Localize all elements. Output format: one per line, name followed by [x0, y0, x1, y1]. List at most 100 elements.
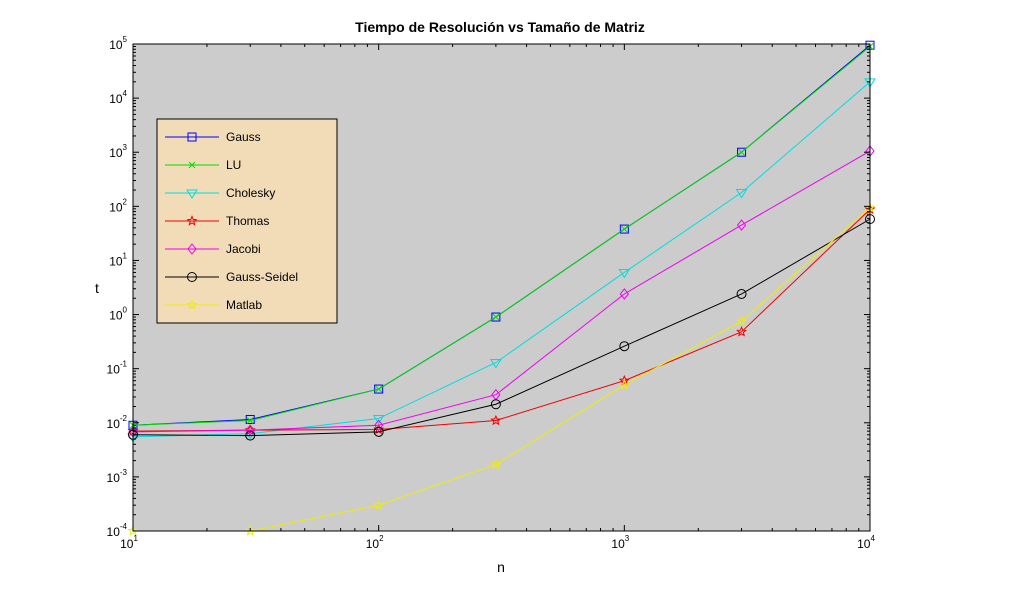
data-point	[620, 225, 628, 233]
tick-base: 10	[120, 537, 134, 551]
legend-marker	[186, 189, 198, 199]
x-axis-label: n	[497, 559, 505, 575]
y-tick-label: 103	[109, 143, 127, 160]
legend-label: Gauss-Seidel	[226, 270, 298, 284]
data-point	[735, 189, 748, 199]
data-point	[736, 219, 747, 231]
tick-base: 10	[857, 537, 871, 551]
data-point	[127, 525, 139, 536]
legend-marker	[186, 299, 198, 310]
legend-label: Jacobi	[226, 242, 261, 256]
y-axis-label: t	[95, 280, 99, 296]
tick-base: 10	[109, 254, 123, 268]
y-tick-label: 104	[109, 89, 127, 106]
tick-base: 10	[366, 537, 380, 551]
x-tick-label: 102	[366, 534, 384, 551]
tick-exponent: 2	[123, 197, 128, 206]
data-point	[245, 430, 256, 441]
series-layer	[127, 40, 876, 536]
tick-base: 10	[109, 92, 123, 106]
data-point	[737, 147, 747, 157]
y-tick-label: 100	[109, 306, 127, 323]
tick-exponent: 1	[123, 251, 128, 260]
y-tick-label: 101	[109, 251, 127, 268]
x-tick-label: 101	[120, 534, 138, 551]
legend-marker	[187, 272, 197, 282]
series-line	[132, 150, 871, 433]
legend-marker	[186, 215, 198, 226]
data-point	[736, 288, 747, 299]
data-point	[489, 359, 502, 369]
tick-exponent: 4	[123, 89, 128, 98]
legend-entry: LU	[165, 158, 241, 172]
data-point	[244, 525, 256, 536]
data-point	[736, 325, 748, 337]
data-point	[491, 312, 501, 322]
data-point	[490, 414, 502, 426]
tick-layer: 101 102 103 10410-410-310-210-1100101102103…	[107, 35, 876, 551]
tick-exponent: 3	[123, 143, 128, 152]
series-gauss-seidel	[128, 214, 875, 441]
data-point	[490, 399, 501, 410]
tick-base: 10	[107, 363, 121, 377]
data-point	[736, 315, 748, 327]
tick-exponent: 1	[133, 534, 138, 543]
tick-base: 10	[107, 417, 121, 431]
legend-entry: Gauss-Seidel	[165, 270, 298, 284]
legend-marker	[188, 161, 196, 169]
tick-exponent: 4	[870, 534, 875, 543]
series-lu	[129, 43, 874, 429]
legend-label: Matlab	[226, 298, 262, 312]
tick-exponent: -1	[120, 360, 128, 369]
data-point	[618, 268, 631, 279]
legend-label: LU	[226, 158, 241, 172]
y-tick-label: 10-2	[107, 414, 128, 431]
legend-entry: Jacobi	[165, 242, 261, 256]
legend-marker	[187, 243, 197, 255]
tick-exponent: 5	[123, 35, 128, 44]
y-tick-label: 105	[109, 35, 127, 52]
data-point	[618, 379, 630, 390]
y-tick-label: 102	[109, 197, 127, 214]
tick-exponent: 0	[123, 306, 128, 315]
tick-exponent: 2	[379, 534, 384, 543]
chart-title: Tiempo de Resolución vs Tamaño de Matriz	[355, 19, 645, 35]
legend-label: Thomas	[226, 214, 269, 228]
legend-marker	[187, 132, 197, 142]
data-point	[374, 419, 384, 432]
tick-base: 10	[107, 525, 121, 539]
tick-exponent: -4	[120, 522, 128, 531]
tick-base: 10	[611, 537, 625, 551]
x-tick-label: 104	[857, 534, 875, 551]
plot-frame	[132, 43, 871, 532]
data-point	[375, 385, 383, 393]
tick-base: 10	[109, 146, 123, 160]
x-tick-label: 103	[611, 534, 629, 551]
data-point	[619, 224, 629, 234]
data-point	[618, 374, 630, 386]
y-tick-label: 10-1	[107, 360, 128, 377]
tick-base: 10	[107, 471, 121, 485]
legend: Gauss LU Cholesky Thomas Jacobi Gauss-Seidel M…	[156, 118, 338, 324]
data-point	[373, 499, 385, 510]
legend-entry: Matlab	[165, 298, 262, 312]
data-point	[372, 414, 385, 425]
tick-exponent: -2	[120, 414, 128, 423]
series-line	[132, 81, 871, 438]
tick-base: 10	[109, 309, 123, 323]
y-tick-label: 10-4	[107, 522, 128, 539]
legend-label: Cholesky	[226, 186, 275, 200]
data-point	[738, 148, 745, 156]
legend-entry: Gauss	[165, 130, 261, 144]
tick-exponent: -3	[120, 468, 128, 477]
legend-entry: Thomas	[165, 214, 269, 228]
tick-base: 10	[109, 200, 123, 214]
data-point	[373, 426, 384, 437]
data-point	[490, 458, 502, 470]
data-point	[492, 313, 500, 321]
series-line	[132, 218, 871, 437]
tick-base: 10	[109, 38, 123, 52]
data-point	[246, 417, 254, 424]
data-point	[374, 384, 384, 394]
